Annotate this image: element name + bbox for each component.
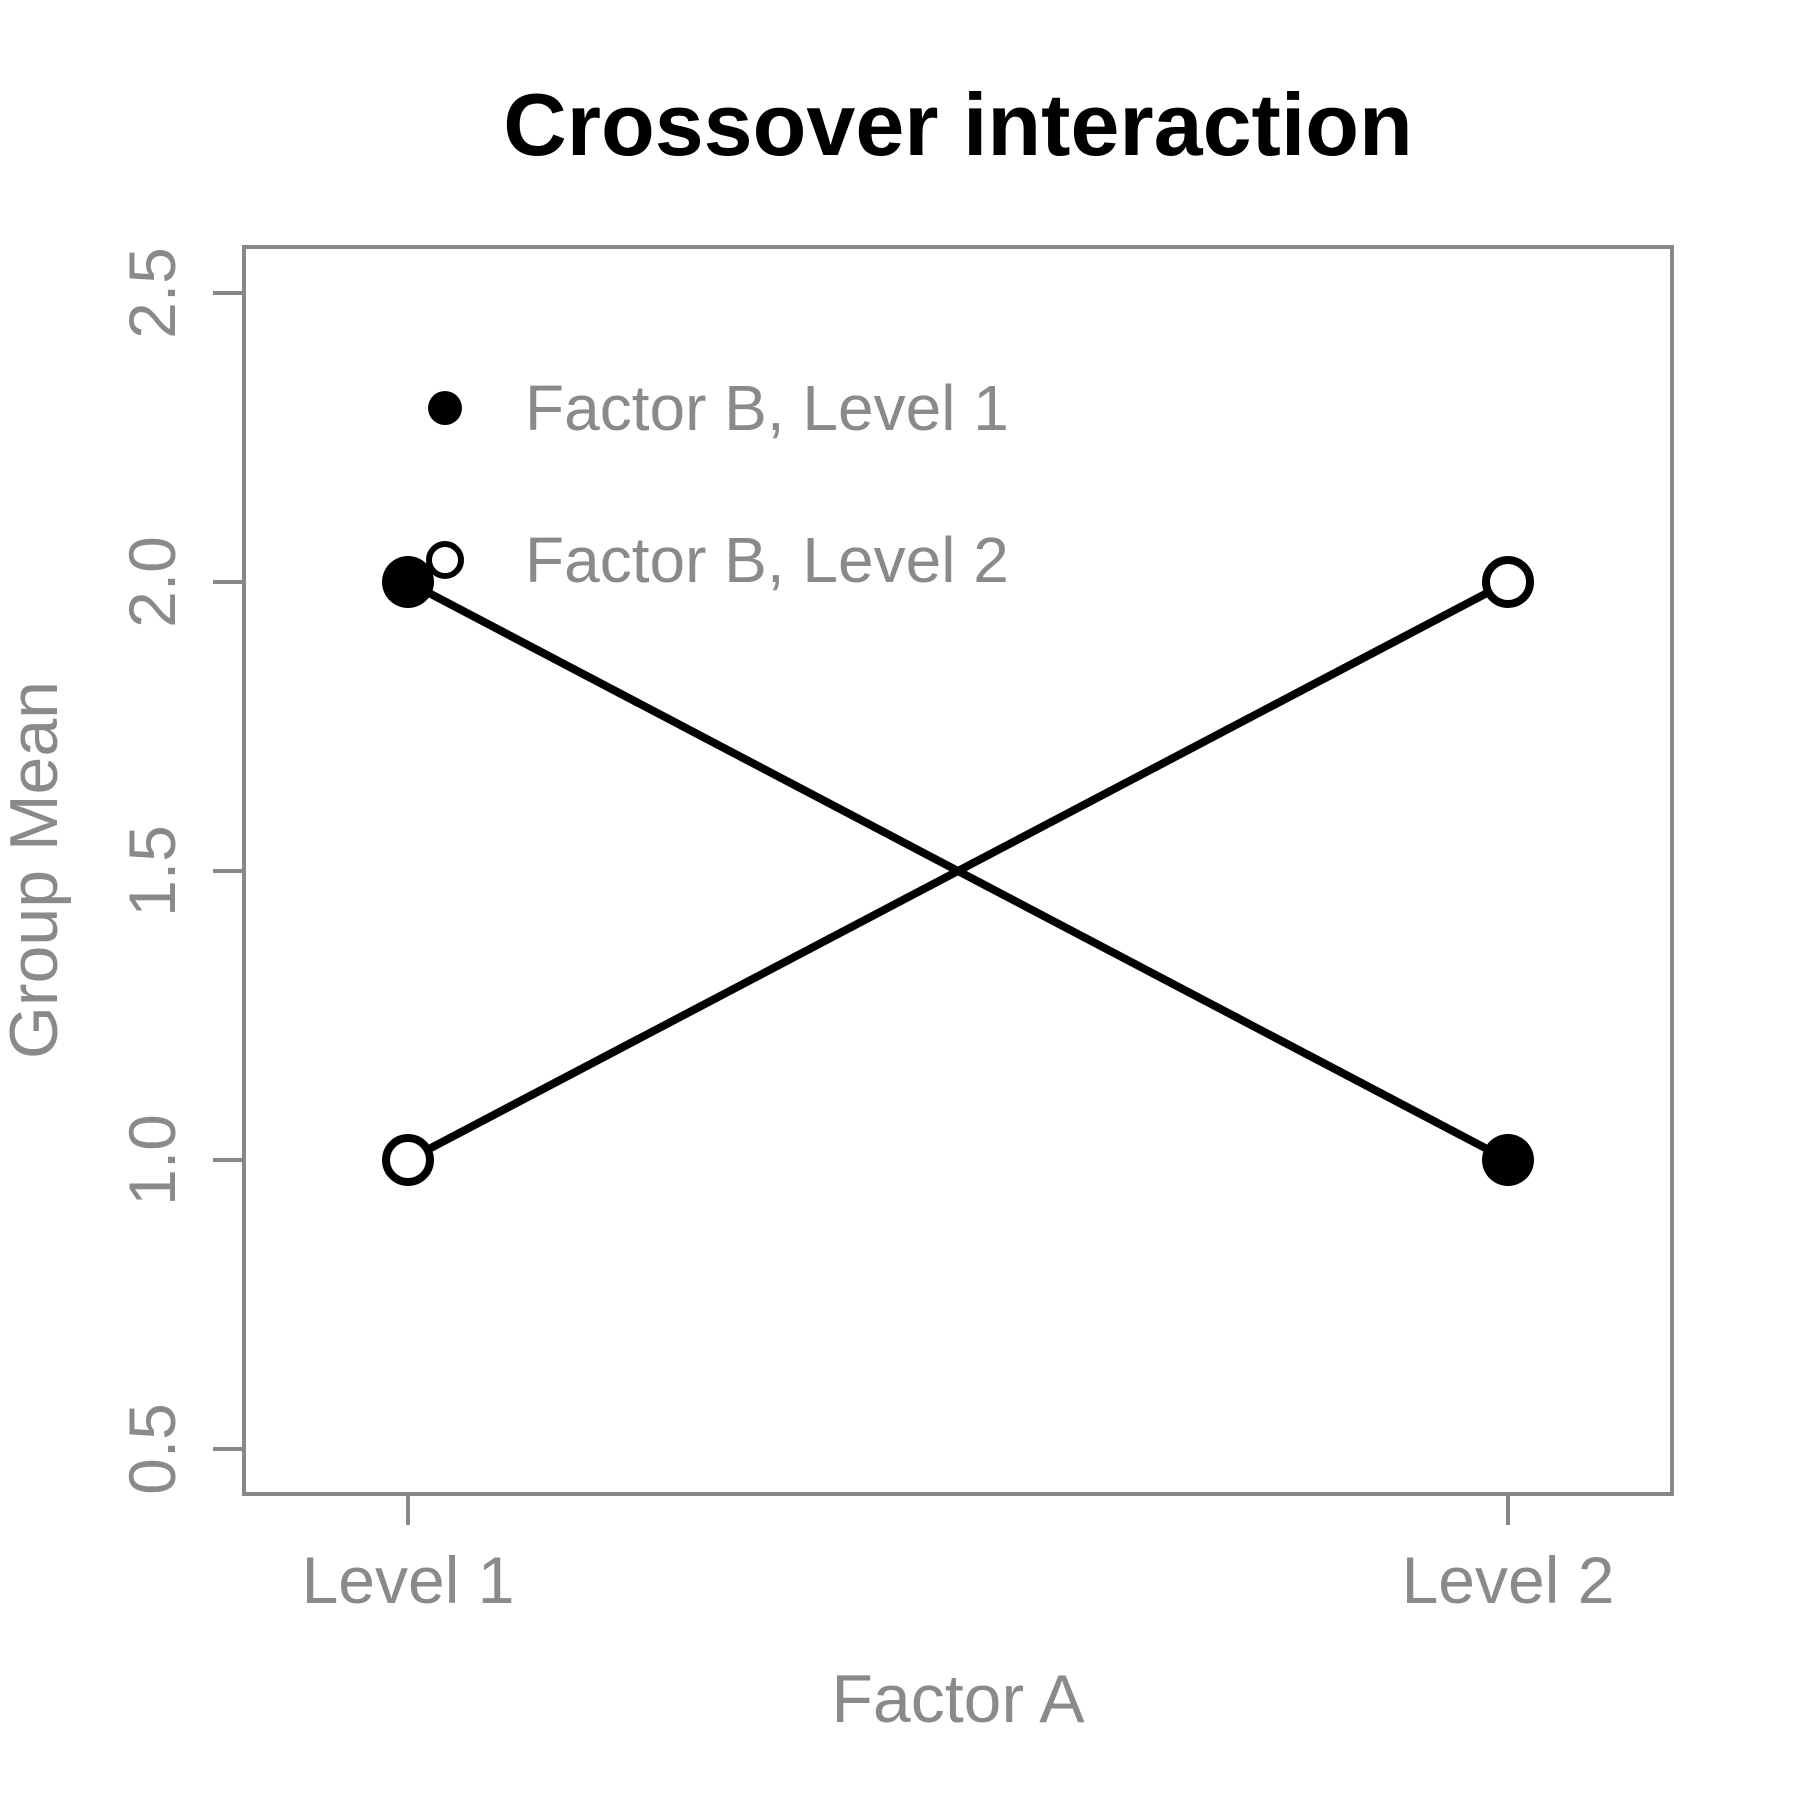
legend: Factor B, Level 1 Factor B, Level 2: [426, 372, 1009, 596]
y-tick-label: 1.0: [115, 1114, 189, 1206]
legend-entry-label: Factor B, Level 1: [525, 372, 1009, 444]
legend-entry-label: Factor B, Level 2: [525, 524, 1009, 596]
chart-title: Crossover interaction: [503, 75, 1413, 174]
x-axis: Level 1 Level 2: [302, 1494, 1615, 1617]
data-point-open-circle: [382, 1134, 434, 1186]
y-tick-label: 0.5: [115, 1403, 189, 1495]
y-tick-label: 2.5: [115, 247, 189, 339]
y-tick-label: 2.0: [115, 536, 189, 628]
data-point-filled-circle: [382, 556, 434, 608]
data-point-filled-circle: [1482, 1134, 1534, 1186]
y-axis-label: Group Mean: [0, 681, 72, 1059]
x-tick-label: Level 1: [302, 1543, 515, 1617]
x-tick-label: Level 2: [1402, 1543, 1615, 1617]
data-point-open-circle: [1482, 556, 1534, 608]
legend-marker-filled-circle: [428, 391, 462, 425]
legend-marker-open-circle: [426, 541, 464, 579]
data-series: [382, 556, 1534, 1186]
y-tick-label: 1.5: [115, 825, 189, 917]
y-axis: 0.5 1.0 1.5 2.0 2.5: [115, 247, 244, 1495]
x-axis-label: Factor A: [831, 1661, 1085, 1737]
series-line: [406, 578, 1510, 1164]
